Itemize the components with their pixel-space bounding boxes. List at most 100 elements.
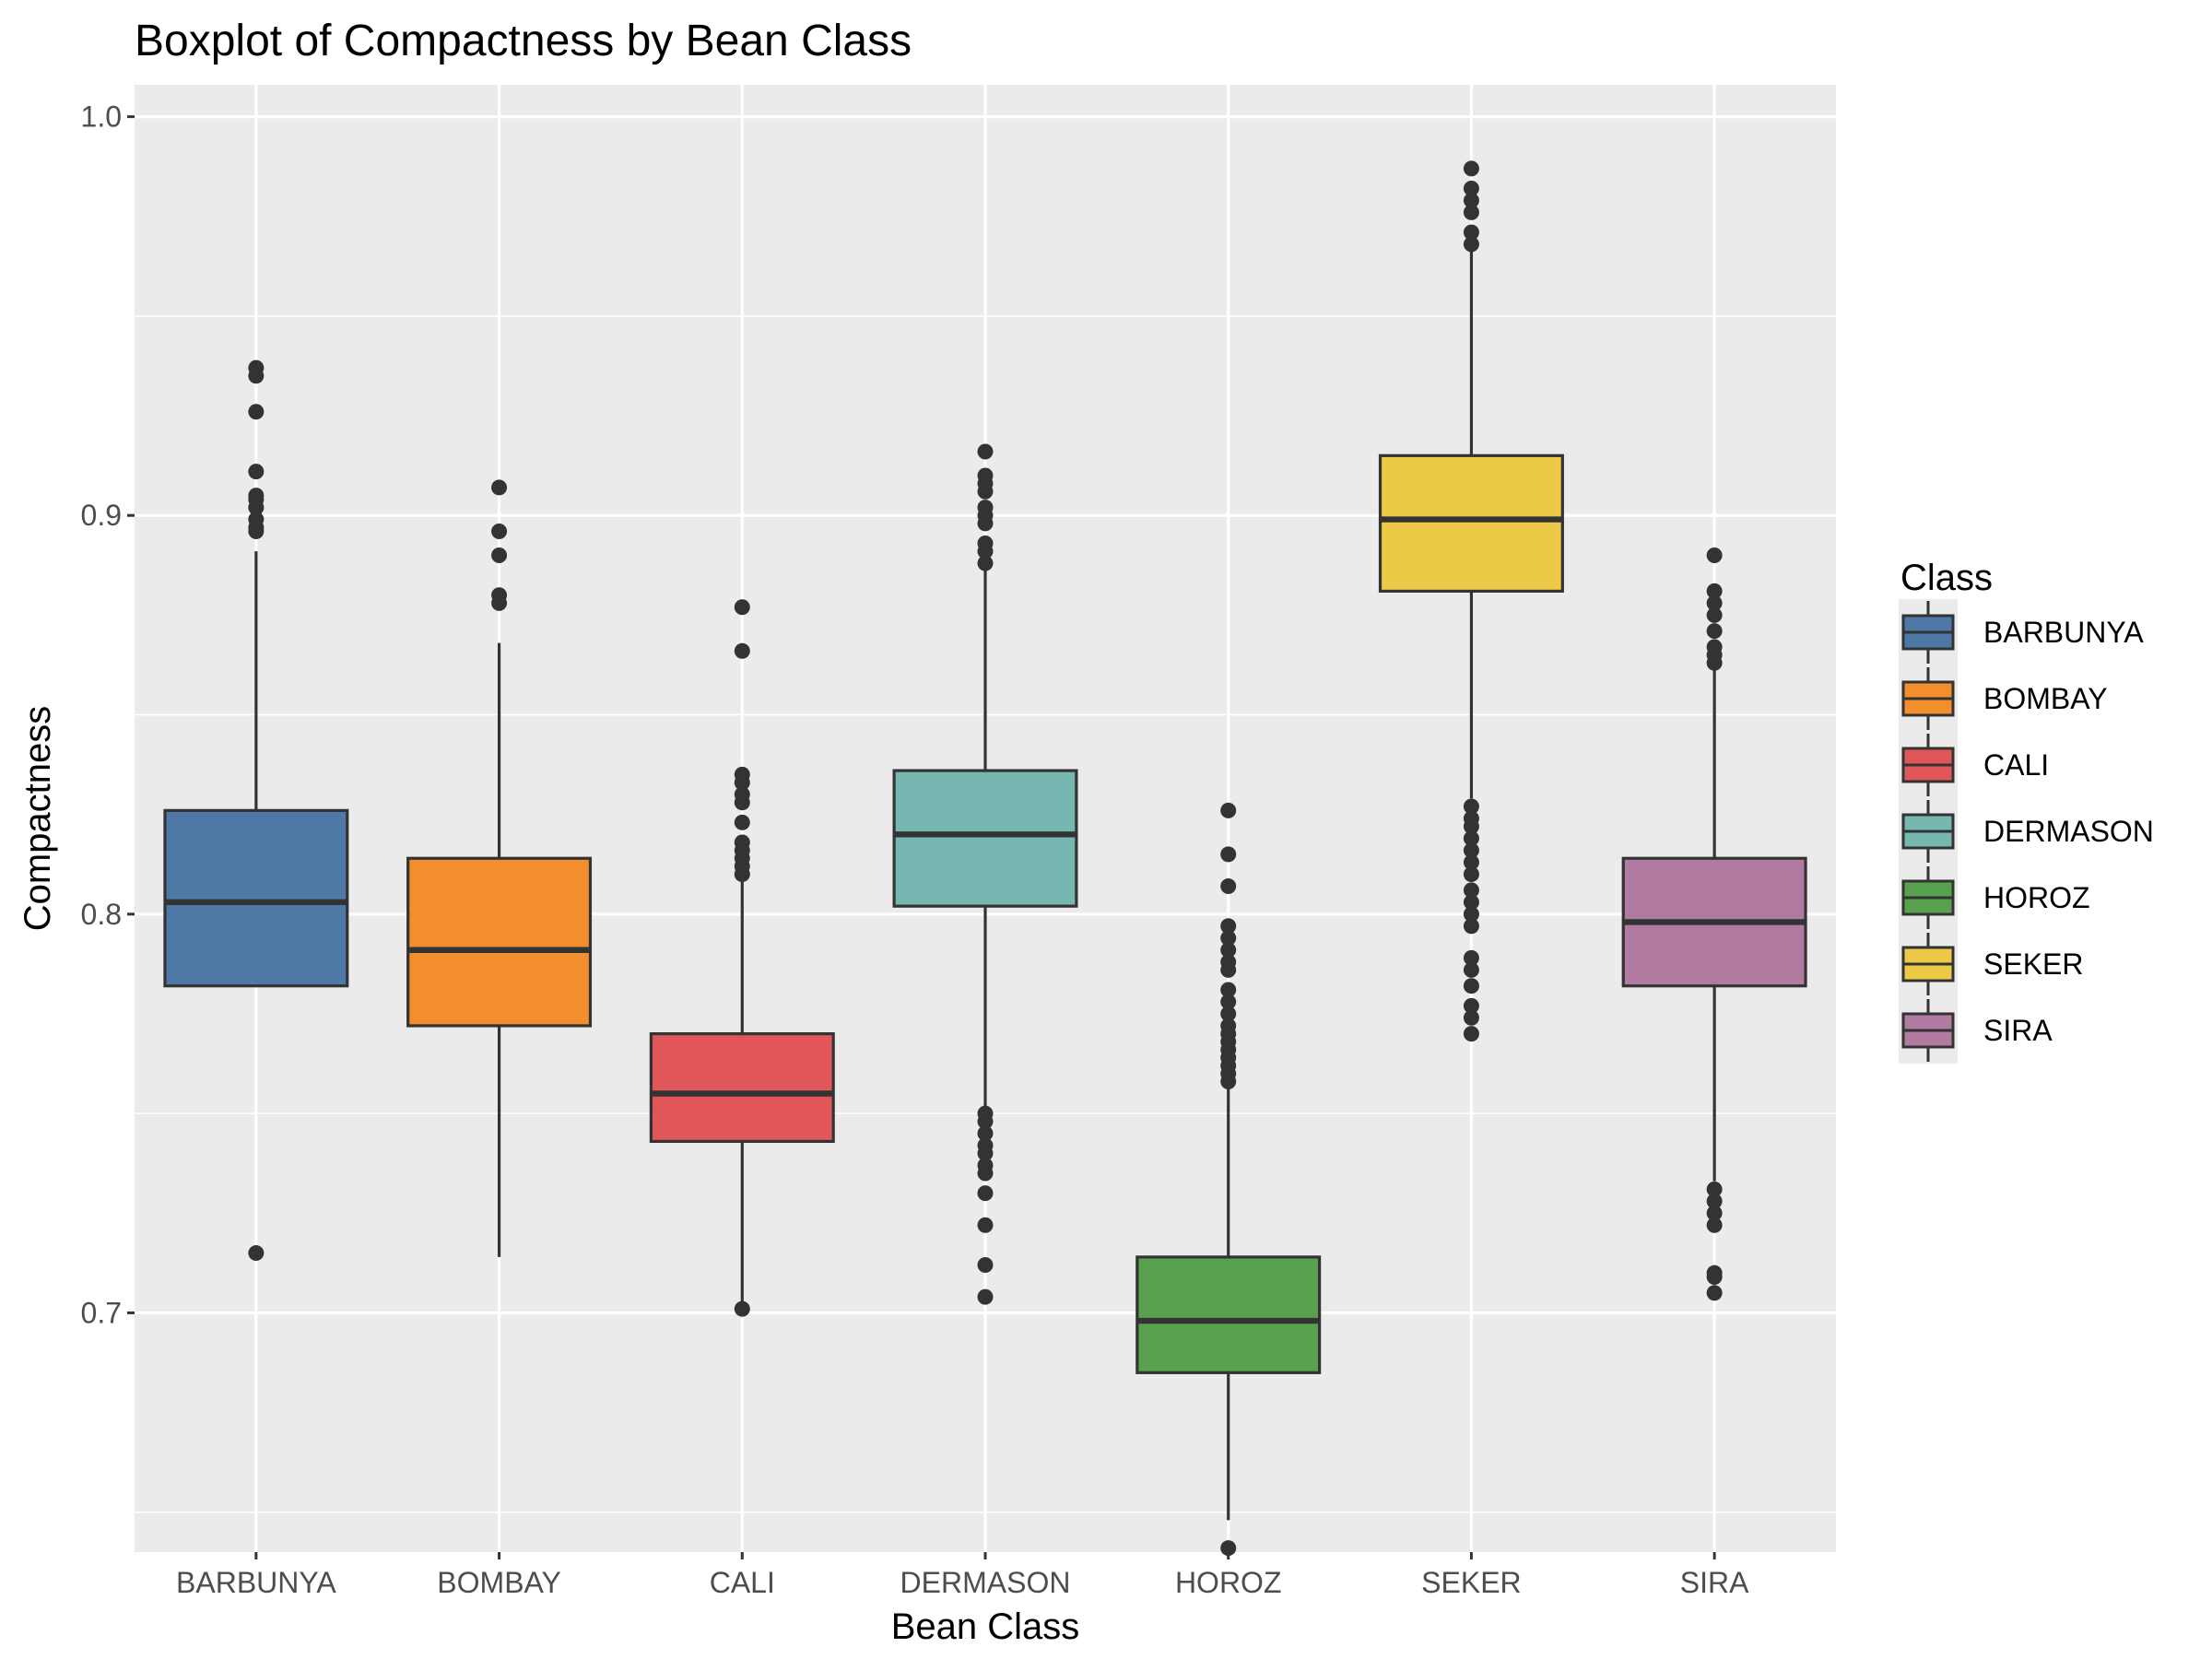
- outlier-point: [1463, 997, 1479, 1014]
- outlier-point: [1463, 180, 1479, 196]
- box-group-horoz: [1135, 802, 1322, 1557]
- x-tick-label: BOMBAY: [437, 1566, 561, 1599]
- outlier-point: [1463, 906, 1479, 923]
- outlier-point: [1463, 192, 1479, 208]
- legend-item-bombay: BOMBAY: [1899, 665, 2108, 732]
- outlier-point: [1463, 830, 1479, 847]
- outlier-point: [248, 1245, 265, 1262]
- outlier-point: [734, 866, 750, 883]
- outlier-point: [1706, 654, 1723, 671]
- outlier-point: [1706, 1193, 1723, 1209]
- outlier-point: [1463, 160, 1479, 177]
- outlier-point: [977, 543, 994, 559]
- outlier-point: [1220, 961, 1237, 978]
- box-iqr: [163, 808, 349, 988]
- x-axis: BARBUNYA BOMBAY CALI DERMASON HOROZ SEKER SIRA: [176, 1552, 1749, 1599]
- legend-label: DERMASON: [1983, 815, 2154, 848]
- outlier-point: [1463, 224, 1479, 241]
- outlier-point: [1463, 882, 1479, 899]
- x-tick-label: SEKER: [1421, 1566, 1521, 1599]
- outlier-point: [977, 1145, 994, 1161]
- outlier-point: [1706, 594, 1723, 611]
- y-tick-label: 0.7: [81, 1296, 122, 1329]
- outlier-point: [1463, 949, 1479, 966]
- outlier-point: [491, 594, 508, 611]
- outlier-point: [977, 1113, 994, 1130]
- box-iqr: [892, 769, 1078, 908]
- outlier-point: [734, 794, 750, 811]
- outlier-point: [1463, 1009, 1479, 1026]
- outlier-point: [734, 814, 750, 830]
- legend-label: BARBUNYA: [1983, 616, 2144, 649]
- outlier-point: [1220, 1540, 1237, 1557]
- box-group-cali: [649, 599, 835, 1317]
- outlier-point: [1220, 942, 1237, 959]
- outlier-point: [1220, 1006, 1237, 1022]
- outlier-point: [734, 642, 750, 659]
- y-tick-label: 1.0: [81, 100, 122, 134]
- outlier-point: [977, 1288, 994, 1305]
- outlier-point: [1706, 582, 1723, 599]
- y-tick-label: 0.9: [81, 499, 122, 532]
- outlier-point: [1463, 842, 1479, 859]
- box-iqr: [406, 856, 593, 1028]
- outlier-point: [1463, 798, 1479, 815]
- y-axis-title: Compactness: [18, 706, 58, 932]
- chart-title: Boxplot of Compactness by Bean Class: [135, 17, 912, 65]
- legend-item-barbunya: BARBUNYA: [1899, 599, 2144, 665]
- outlier-point: [248, 524, 265, 540]
- outlier-point: [1220, 918, 1237, 935]
- legend-item-horoz: HOROZ: [1899, 865, 2090, 931]
- box-group-barbunya: [163, 359, 349, 1262]
- outlier-point: [1463, 918, 1479, 935]
- outlier-point: [1463, 204, 1479, 220]
- x-tick-label: SIRA: [1680, 1566, 1749, 1599]
- legend-title: Class: [1900, 558, 1993, 598]
- outlier-point: [1706, 547, 1723, 563]
- box-group-seker: [1378, 160, 1564, 1042]
- outlier-point: [734, 774, 750, 791]
- outlier-point: [977, 483, 994, 500]
- legend-label: SIRA: [1983, 1014, 2053, 1047]
- outlier-point: [1463, 818, 1479, 835]
- legend-label: SEKER: [1983, 947, 2083, 981]
- x-axis-title: Bean Class: [891, 1606, 1080, 1647]
- box-group-dermason: [892, 443, 1078, 1305]
- box-group-sira: [1621, 547, 1807, 1301]
- outlier-point: [977, 515, 994, 532]
- outlier-point: [734, 599, 750, 616]
- outlier-point: [1220, 1074, 1237, 1090]
- x-tick-label: DERMASON: [900, 1566, 1071, 1599]
- box-layer: [163, 160, 1807, 1557]
- outlier-point: [977, 1165, 994, 1182]
- outlier-point: [1706, 1217, 1723, 1233]
- x-tick-label: BARBUNYA: [176, 1566, 336, 1599]
- outlier-point: [1706, 1269, 1723, 1285]
- outlier-point: [1706, 1205, 1723, 1221]
- box-group-bombay: [406, 479, 593, 1257]
- outlier-point: [248, 464, 265, 480]
- outlier-point: [1706, 623, 1723, 640]
- outlier-point: [1463, 866, 1479, 883]
- box-iqr: [1378, 453, 1564, 594]
- outlier-point: [1220, 802, 1237, 818]
- outlier-point: [1463, 1026, 1479, 1042]
- box-iqr: [649, 1032, 835, 1144]
- outlier-point: [1706, 1285, 1723, 1301]
- legend-item-cali: CALI: [1899, 732, 2049, 798]
- outlier-point: [1463, 236, 1479, 253]
- outlier-point: [1463, 961, 1479, 978]
- outlier-point: [977, 1217, 994, 1233]
- outlier-point: [977, 555, 994, 571]
- outlier-point: [1220, 878, 1237, 895]
- outlier-point: [1463, 854, 1479, 871]
- outlier-point: [1220, 982, 1237, 998]
- outlier-point: [977, 443, 994, 460]
- legend-item-dermason: DERMASON: [1899, 798, 2154, 865]
- outlier-point: [1706, 606, 1723, 623]
- outlier-point: [1220, 994, 1237, 1010]
- outlier-point: [1220, 930, 1237, 947]
- outlier-point: [491, 547, 508, 563]
